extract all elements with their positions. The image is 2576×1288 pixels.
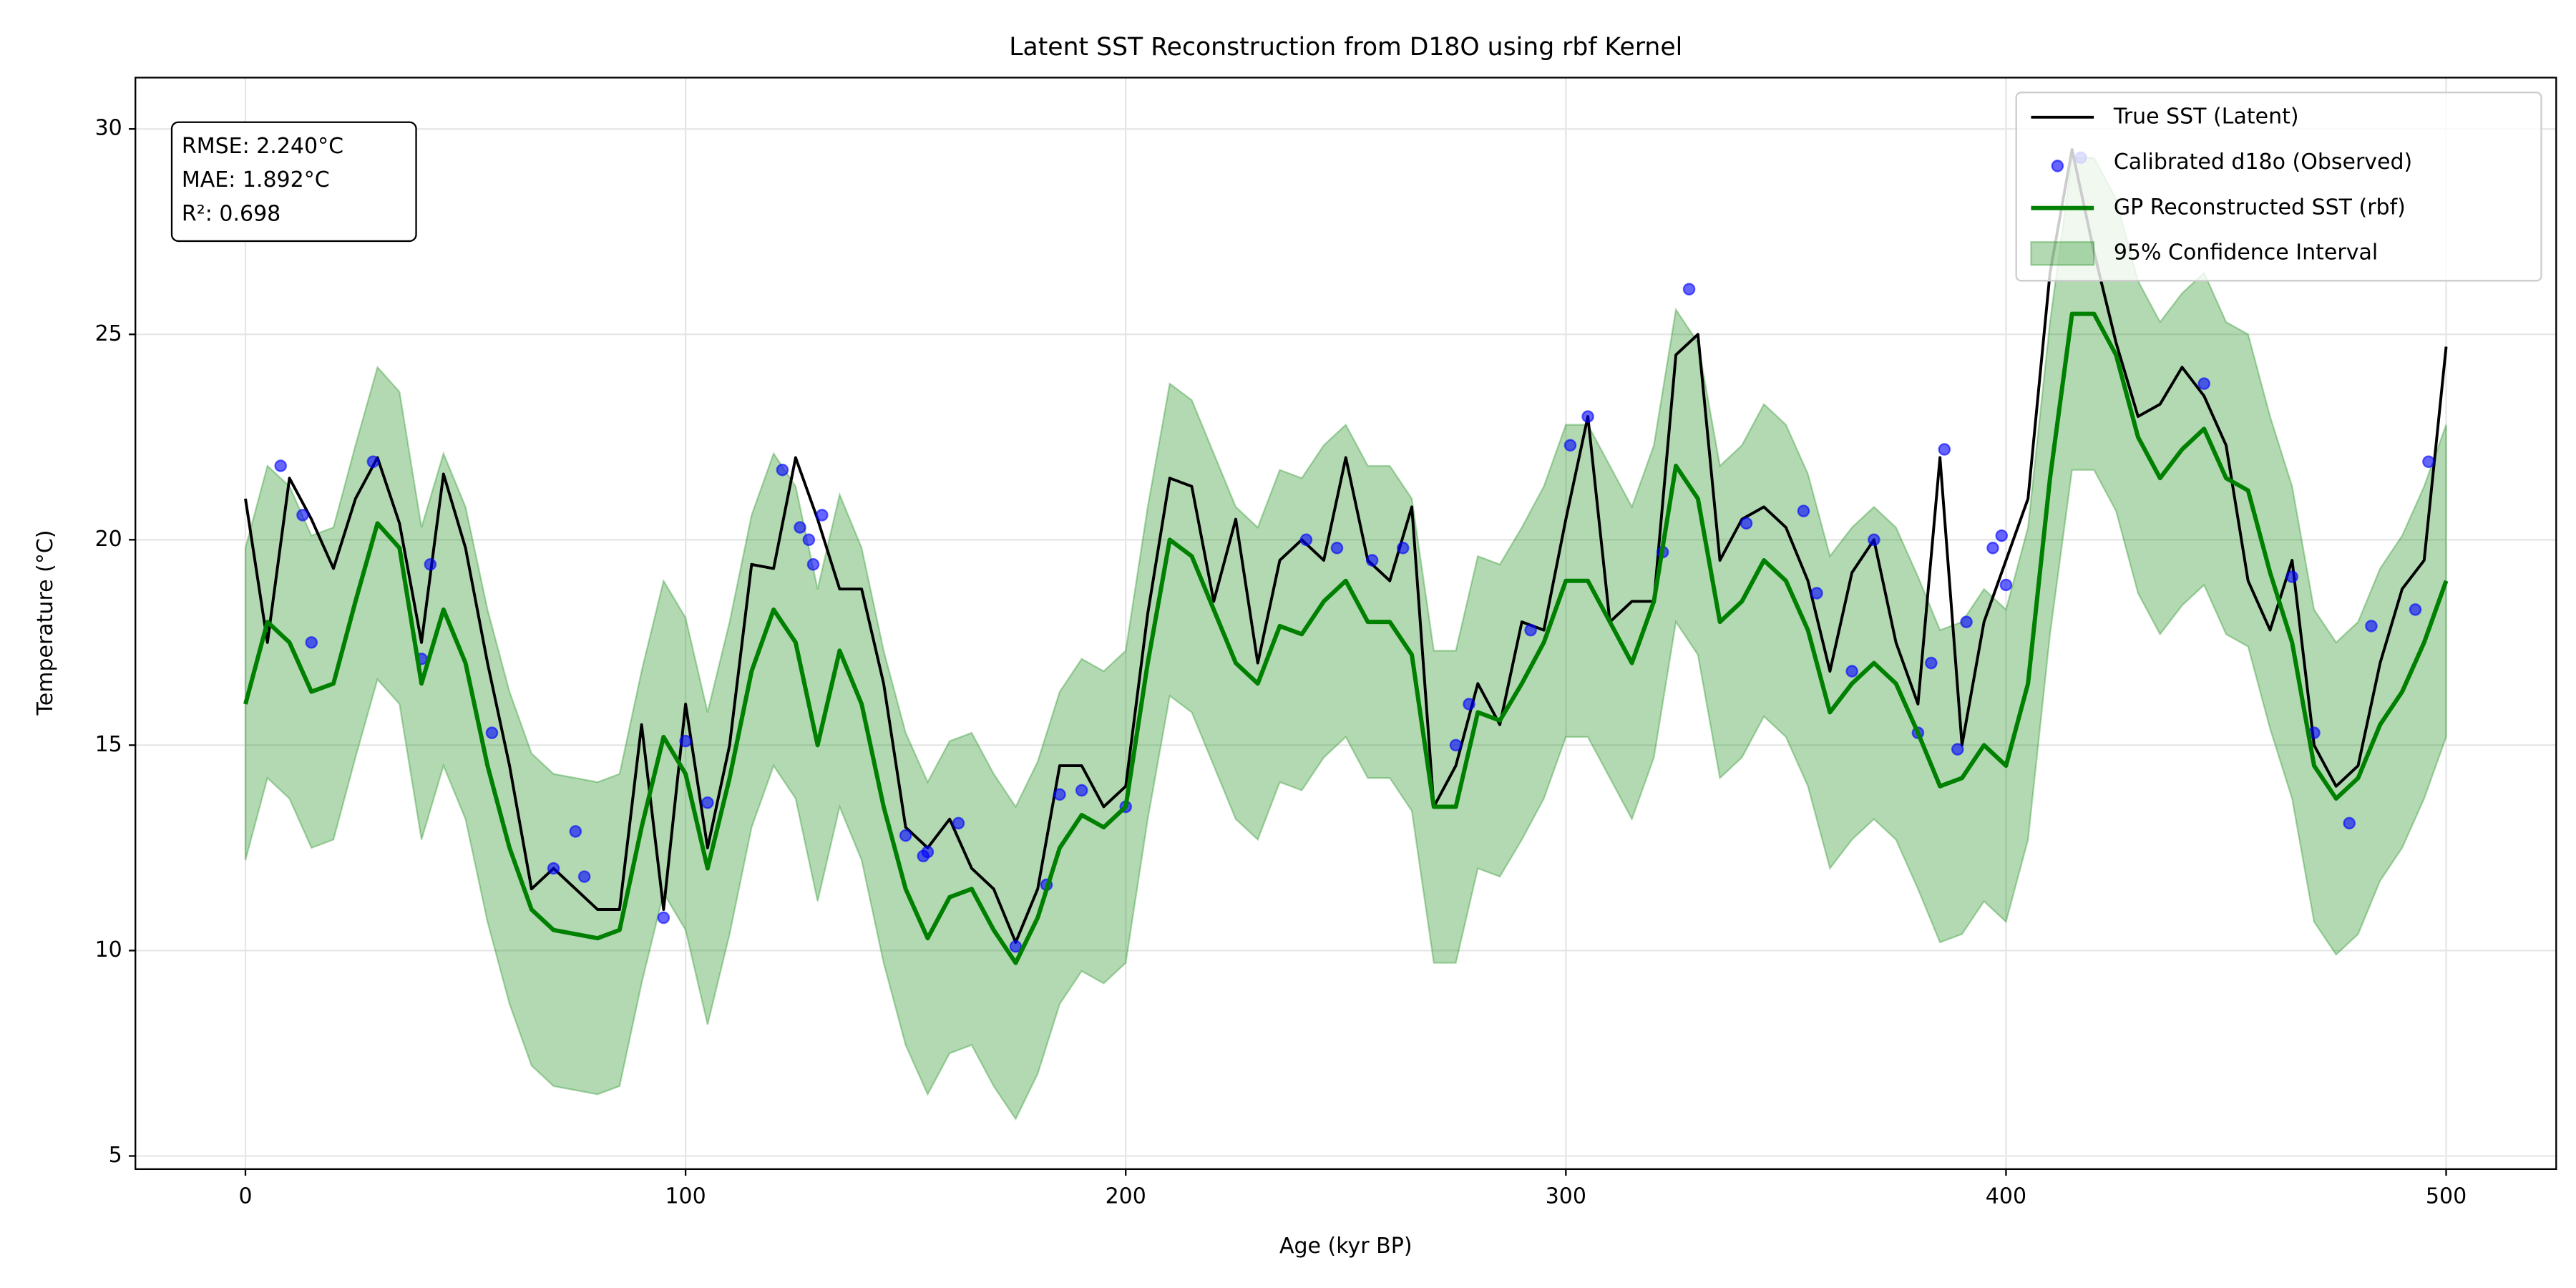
y-tick-label: 30 xyxy=(95,116,122,141)
scatter-point xyxy=(2422,455,2435,469)
scatter-point xyxy=(1449,738,1463,752)
line xyxy=(243,311,2449,965)
scatter-point xyxy=(2285,570,2299,583)
legend-label: True SST (Latent) xyxy=(2113,104,2299,129)
scatter-point xyxy=(1960,615,1973,628)
scatter-point xyxy=(679,734,692,748)
scatter-point xyxy=(1563,439,1577,452)
scatter-point xyxy=(577,870,591,883)
x-tick-label: 200 xyxy=(1106,1184,1146,1209)
stats-box xyxy=(170,121,417,243)
confidence-band xyxy=(244,157,2447,1121)
x-axis-label: Age (kyr BP) xyxy=(1279,1234,1413,1259)
scatter-point xyxy=(806,558,820,571)
scatter-point xyxy=(2343,816,2356,830)
scatter-point xyxy=(547,862,560,875)
scatter-point xyxy=(2365,620,2378,633)
scatter-point xyxy=(899,829,912,842)
chart-title: Latent SST Reconstruction from D18O usin… xyxy=(1009,33,1682,62)
scatter-point xyxy=(1009,940,1023,953)
scatter-point xyxy=(1396,542,1410,555)
scatter-point xyxy=(1810,587,1823,600)
y-tick-label: 20 xyxy=(95,527,122,552)
scatter-point xyxy=(816,509,829,522)
scatter-point xyxy=(1330,542,1344,555)
scatter-point xyxy=(1463,698,1475,711)
scatter-point xyxy=(1365,554,1379,567)
scatter-point xyxy=(1075,784,1088,797)
scatter-point xyxy=(1986,542,1999,555)
x-tick-label: 100 xyxy=(665,1184,706,1209)
legend-patch xyxy=(2030,240,2095,266)
x-tick-label: 500 xyxy=(2426,1184,2467,1209)
scatter-point xyxy=(2197,377,2210,390)
scatter-point xyxy=(1925,656,1938,670)
plot-frame xyxy=(135,77,2557,1170)
y-tick-label: 5 xyxy=(109,1143,122,1168)
scatter-point xyxy=(952,816,965,830)
y-tick-label: 10 xyxy=(95,937,122,962)
scatter-point xyxy=(485,726,499,739)
scatter-point xyxy=(1524,623,1537,637)
scatter-point xyxy=(1868,533,1880,547)
legend-label: GP Reconstructed SST (rbf) xyxy=(2114,195,2406,220)
scatter-point xyxy=(1053,788,1066,801)
scatter-point xyxy=(296,509,309,522)
stats-text: MAE: 1.892°C xyxy=(182,167,330,192)
scatter-point xyxy=(1797,504,1810,517)
stats-text: R²: 0.698 xyxy=(182,202,280,227)
scatter-point xyxy=(424,558,437,571)
scatter-point xyxy=(1995,529,2009,542)
y-axis-label: Temperature (°C) xyxy=(33,530,58,716)
scatter-point xyxy=(1845,665,1858,678)
scatter-point xyxy=(802,533,816,547)
scatter-point xyxy=(569,825,582,838)
scatter-point xyxy=(1999,578,2013,592)
scatter-point xyxy=(1299,533,1313,547)
scatter-point xyxy=(274,459,287,472)
stats-text: RMSE: 2.240°C xyxy=(182,134,343,159)
scatter-point xyxy=(1581,410,1594,423)
scatter-point xyxy=(1951,743,1964,756)
scatter-point xyxy=(794,521,806,534)
scatter-point xyxy=(366,455,380,469)
y-tick-label: 25 xyxy=(95,321,122,346)
legend-marker xyxy=(2051,160,2064,172)
y-tick-label: 15 xyxy=(95,732,122,757)
legend-label: 95% Confidence Interval xyxy=(2114,240,2378,265)
scatter-point xyxy=(776,463,789,477)
scatter-point xyxy=(1938,443,1951,456)
scatter-point xyxy=(2409,603,2422,616)
scatter-point xyxy=(921,845,935,859)
scatter-point xyxy=(701,796,714,809)
legend-label: Calibrated d18o (Observed) xyxy=(2114,150,2412,175)
legend-box xyxy=(2015,92,2542,282)
scatter-point xyxy=(657,911,670,924)
x-tick-label: 300 xyxy=(1546,1184,1586,1209)
scatter-point xyxy=(305,636,318,649)
x-tick-label: 0 xyxy=(238,1184,252,1209)
x-tick-label: 400 xyxy=(1986,1184,2026,1209)
scatter-point xyxy=(1740,517,1753,530)
scatter-point xyxy=(1682,283,1696,296)
